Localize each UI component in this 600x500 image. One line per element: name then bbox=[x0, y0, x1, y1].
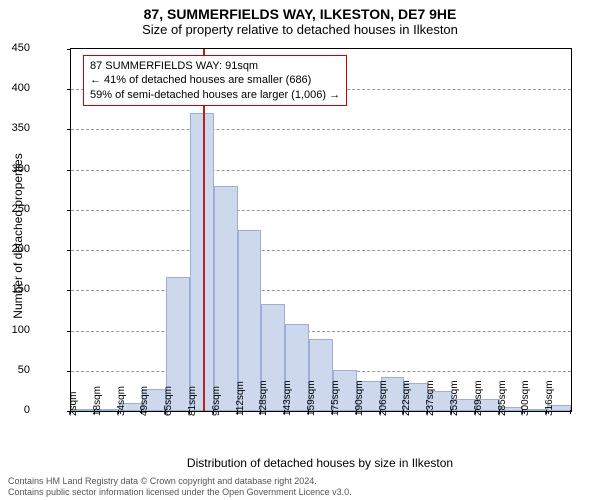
x-axis-label: Distribution of detached houses by size … bbox=[70, 456, 570, 470]
gridline bbox=[71, 170, 571, 171]
xtick-label: 81sqm bbox=[187, 386, 198, 416]
ytick-label: 450 bbox=[0, 42, 30, 54]
xtick-label: 237sqm bbox=[425, 380, 436, 416]
xtick-label: 34sqm bbox=[116, 386, 127, 416]
ytick-label: 0 bbox=[0, 404, 30, 416]
plot-area: 87 SUMMERFIELDS WAY: 91sqm← 41% of detac… bbox=[70, 48, 572, 412]
annotation-box: 87 SUMMERFIELDS WAY: 91sqm← 41% of detac… bbox=[83, 55, 347, 106]
figure-container: 87, SUMMERFIELDS WAY, ILKESTON, DE7 9HE … bbox=[0, 0, 600, 500]
xtick-label: 49sqm bbox=[139, 386, 150, 416]
gridline bbox=[71, 331, 571, 332]
xtick-label: 2sqm bbox=[68, 392, 79, 416]
gridline bbox=[71, 210, 571, 211]
xtick-label: 206sqm bbox=[378, 380, 389, 416]
xtick-label: 65sqm bbox=[163, 386, 174, 416]
xtick-label: 300sqm bbox=[520, 380, 531, 416]
xtick-label: 143sqm bbox=[282, 380, 293, 416]
gridline bbox=[71, 250, 571, 251]
chart-title-address: 87, SUMMERFIELDS WAY, ILKESTON, DE7 9HE bbox=[0, 0, 600, 22]
footer-line2: Contains public sector information licen… bbox=[8, 487, 352, 498]
annotation-line: 87 SUMMERFIELDS WAY: 91sqm bbox=[90, 59, 340, 73]
ytick-label: 400 bbox=[0, 82, 30, 94]
ytick-label: 350 bbox=[0, 122, 30, 134]
xtick-label: 269sqm bbox=[473, 380, 484, 416]
ytick-label: 100 bbox=[0, 324, 30, 336]
xtick-label: 112sqm bbox=[235, 381, 246, 416]
xtick-label: 285sqm bbox=[497, 380, 508, 416]
histogram-bar bbox=[190, 113, 214, 411]
xtick-label: 190sqm bbox=[354, 380, 365, 416]
xtick-label: 96sqm bbox=[211, 386, 222, 416]
xtick-label: 128sqm bbox=[258, 380, 269, 416]
chart-subtitle: Size of property relative to detached ho… bbox=[0, 22, 600, 37]
footer-line1: Contains HM Land Registry data © Crown c… bbox=[8, 476, 352, 487]
ytick-label: 300 bbox=[0, 163, 30, 175]
annotation-line: ← 41% of detached houses are smaller (68… bbox=[90, 73, 340, 87]
gridline bbox=[71, 290, 571, 291]
xtick-label: 253sqm bbox=[449, 380, 460, 416]
annotation-line: 59% of semi-detached houses are larger (… bbox=[90, 88, 340, 102]
gridline bbox=[71, 129, 571, 130]
xtick-label: 18sqm bbox=[92, 386, 103, 416]
attribution-footer: Contains HM Land Registry data © Crown c… bbox=[8, 476, 352, 498]
ytick-label: 250 bbox=[0, 203, 30, 215]
xtick-label: 316sqm bbox=[544, 380, 555, 416]
histogram-bar bbox=[214, 186, 238, 411]
xtick-label: 175sqm bbox=[330, 380, 341, 416]
xtick-label: 222sqm bbox=[401, 380, 412, 416]
ytick-label: 200 bbox=[0, 243, 30, 255]
xtick-label: 159sqm bbox=[306, 380, 317, 416]
ytick-label: 50 bbox=[0, 364, 30, 376]
ytick-label: 150 bbox=[0, 283, 30, 295]
